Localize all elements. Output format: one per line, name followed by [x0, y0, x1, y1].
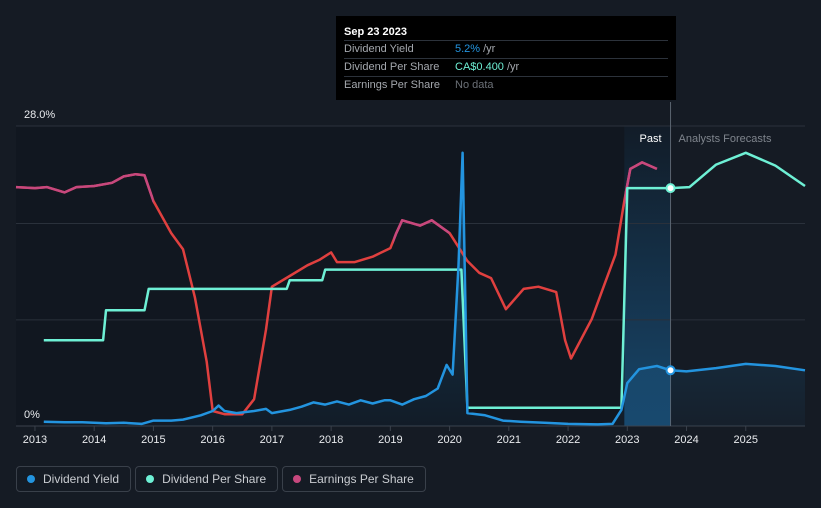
legend-label: Earnings Per Share [309, 472, 414, 486]
x-tick-label: 2018 [319, 434, 343, 446]
tooltip-date: Sep 23 2023 [344, 20, 668, 41]
dividend-yield-area [43, 152, 806, 427]
tooltip-label: Dividend Per Share [344, 61, 440, 73]
hover-markers [665, 183, 676, 376]
legend-dot-icon [293, 475, 302, 483]
axis-labels: 28.0% 0% Past Analysts Forecasts [24, 109, 772, 421]
tooltip-unit: /yr [483, 43, 496, 55]
dividend-per-share-line [43, 186, 671, 410]
legend-item-dividend-per-share[interactable]: Dividend Per Share [135, 466, 279, 492]
x-tick-label: 2014 [82, 434, 106, 446]
x-tick-label: 2016 [200, 434, 224, 446]
x-axis-ticks: 2013 2014 2015 2016 2017 2018 2019 2020 2021 2022… [23, 426, 758, 446]
series-layer [15, 151, 806, 427]
tooltip-row-dividend-per-share: Dividend Per Share CA$0.400/yr [344, 59, 668, 77]
x-tick-label: 2022 [556, 434, 580, 446]
x-tick-label: 2025 [734, 434, 758, 446]
tooltip-row-dividend-yield: Dividend Yield 5.2%/yr [344, 41, 668, 59]
legend-item-earnings-per-share[interactable]: Earnings Per Share [282, 466, 426, 492]
dividend-yield-forecast-line [670, 362, 806, 373]
tooltip-value: 5.2% [455, 43, 481, 55]
tooltip-row-earnings-per-share: Earnings Per Share No data [344, 77, 668, 94]
x-tick-label: 2024 [674, 434, 698, 446]
x-tick-label: 2023 [615, 434, 639, 446]
legend-label: Dividend Yield [43, 472, 120, 486]
past-label: Past [640, 133, 662, 145]
dividend-yield-marker [665, 365, 676, 376]
chart-background [16, 126, 671, 426]
legend-dot-icon [27, 475, 35, 483]
legend-label: Dividend Per Share [162, 472, 267, 486]
tooltip-label: Earnings Per Share [344, 79, 440, 91]
analysts-forecasts-label: Analysts Forecasts [679, 133, 772, 145]
dividend-per-share-marker [665, 183, 676, 194]
y-axis-min-label: 0% [24, 409, 40, 421]
chart-legend: Dividend Yield Dividend Per Share Earnin… [16, 466, 430, 492]
legend-item-dividend-yield[interactable]: Dividend Yield [16, 466, 132, 492]
y-axis-max-label: 28.0% [24, 109, 55, 121]
x-tick-label: 2020 [437, 434, 461, 446]
x-tick-label: 2017 [260, 434, 284, 446]
tooltip-value: CA$0.400 [455, 61, 504, 73]
tooltip-label: Dividend Yield [344, 43, 414, 55]
earnings-per-share-line-highlight [15, 172, 154, 204]
x-tick-label: 2015 [141, 434, 165, 446]
x-tick-label: 2021 [497, 434, 521, 446]
past-region-background [16, 126, 671, 426]
legend-dot-icon [146, 475, 155, 483]
dividend-per-share-forecast-line [670, 151, 806, 190]
hover-tooltip: Sep 23 2023 Dividend Yield 5.2%/yr Divid… [336, 16, 676, 100]
tooltip-value: No data [455, 79, 494, 91]
x-tick-label: 2013 [23, 434, 47, 446]
tooltip-unit: /yr [506, 61, 520, 73]
dividend-yield-line [43, 151, 671, 426]
x-tick-label: 2019 [378, 434, 402, 446]
